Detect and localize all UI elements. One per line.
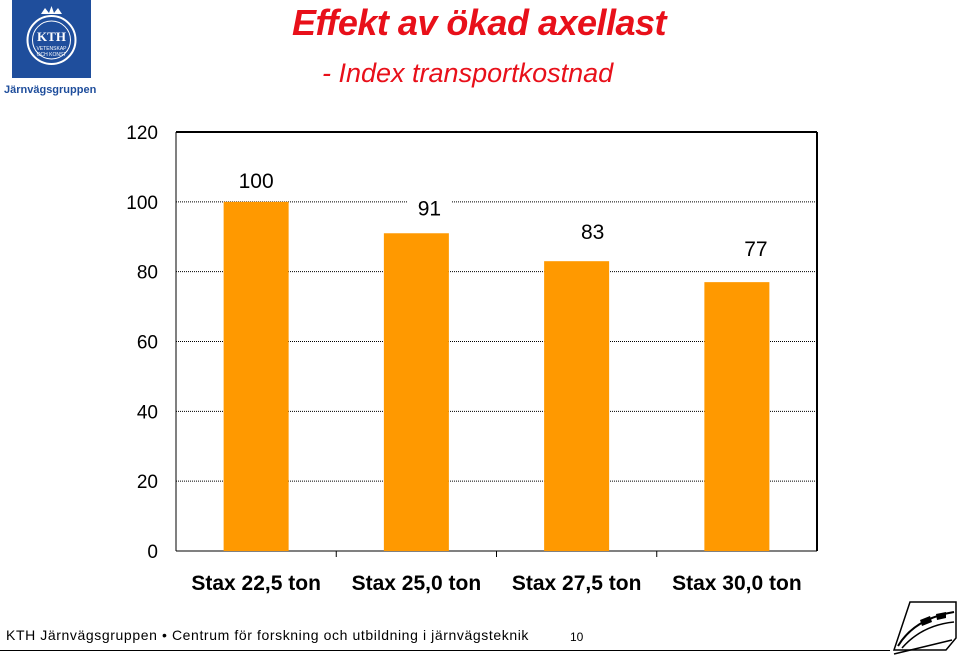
train-icon bbox=[892, 601, 957, 655]
y-tick-label: 40 bbox=[137, 402, 158, 423]
footer-divider bbox=[0, 650, 890, 651]
bar bbox=[383, 233, 449, 551]
page-number: 10 bbox=[570, 630, 584, 644]
data-label: 100 bbox=[239, 170, 274, 193]
bar bbox=[223, 201, 289, 552]
kth-crest-icon: KTH VETENSKAP OCH KONST bbox=[26, 6, 77, 65]
data-label: 83 bbox=[581, 221, 604, 244]
data-label-bg bbox=[407, 197, 452, 222]
y-tick-label: 80 bbox=[137, 263, 158, 284]
data-label: 77 bbox=[744, 238, 767, 261]
y-tick-label: 100 bbox=[126, 193, 158, 214]
kth-logo: KTH VETENSKAP OCH KONST bbox=[12, 0, 91, 78]
x-tick-label: Stax 27,5 ton bbox=[512, 572, 642, 595]
x-tick-label: Stax 22,5 ton bbox=[191, 572, 321, 595]
y-tick-label: 120 bbox=[126, 123, 158, 144]
data-label: 91 bbox=[418, 197, 441, 220]
page-title: Effekt av ökad axellast bbox=[292, 2, 667, 43]
bar bbox=[704, 282, 770, 551]
x-tick-label: Stax 25,0 ton bbox=[352, 572, 482, 595]
data-label-bg bbox=[570, 221, 615, 246]
logo-text-vetenskap: VETENSKAP bbox=[36, 46, 67, 52]
data-label-bg bbox=[234, 169, 279, 194]
logo-group-name: Järnvägsgruppen bbox=[4, 84, 97, 96]
logo-text-kth: KTH bbox=[37, 29, 66, 44]
y-tick-label: 20 bbox=[137, 472, 158, 493]
y-tick-label: 0 bbox=[147, 542, 158, 563]
bar bbox=[544, 261, 610, 551]
x-tick-label: Stax 30,0 ton bbox=[672, 572, 802, 595]
logo-text-konst: OCH KONST bbox=[37, 52, 67, 58]
footer-text: KTH Järnvägsgruppen • Centrum för forskn… bbox=[6, 627, 530, 643]
y-tick-label: 60 bbox=[137, 333, 158, 354]
page-subtitle: - Index transportkostnad bbox=[322, 58, 614, 88]
data-label-bg bbox=[733, 238, 778, 263]
bar-chart: 0 20 40 60 80 100 120 100 Stax 22,5 ton 91 Stax 25… bbox=[126, 123, 818, 595]
